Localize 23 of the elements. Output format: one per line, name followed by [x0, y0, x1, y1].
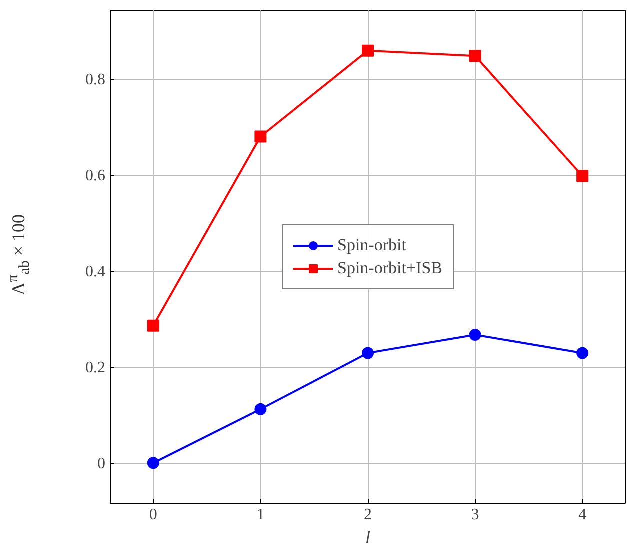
point — [147, 457, 160, 470]
point — [147, 320, 160, 332]
y-tick-label: 0.8 — [86, 72, 106, 89]
x-tick-label: 3 — [471, 506, 480, 524]
legend-label: Spin-orbit+ISB — [338, 258, 442, 278]
x-axis-title: l — [366, 528, 371, 548]
x-tick-label: 2 — [364, 506, 372, 524]
point — [469, 50, 482, 62]
point — [576, 347, 589, 360]
x-tick-label: 0 — [149, 506, 158, 524]
y-tick-label: 0.4 — [86, 264, 106, 281]
point — [254, 130, 267, 143]
point — [576, 170, 589, 182]
legend-label: Spin-orbit — [338, 235, 406, 255]
point — [362, 347, 374, 360]
y-tick-label: 0.6 — [86, 168, 106, 185]
x-tick-label: 1 — [256, 506, 265, 524]
point — [254, 403, 267, 416]
point — [469, 329, 482, 341]
y-tick-label: 0 — [98, 456, 106, 473]
point — [362, 44, 374, 57]
x-tick-label: 4 — [578, 506, 587, 524]
y-tick-label: 0.2 — [86, 360, 106, 377]
